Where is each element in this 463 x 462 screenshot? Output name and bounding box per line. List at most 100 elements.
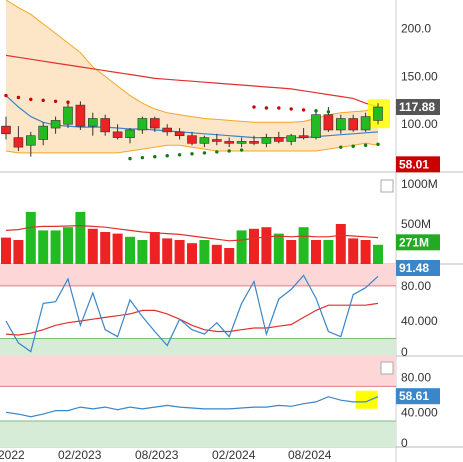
candle bbox=[261, 137, 272, 144]
sar-dot bbox=[41, 98, 45, 103]
price-tick-label: 200.0 bbox=[401, 22, 431, 36]
rsi-line bbox=[5, 396, 379, 418]
volume-bar bbox=[199, 240, 210, 264]
volume-bar bbox=[286, 240, 297, 264]
last-price-tag: 117.88 bbox=[399, 100, 435, 114]
candle bbox=[13, 137, 24, 148]
volume-bar bbox=[360, 240, 371, 264]
volume-bar bbox=[373, 244, 383, 264]
volume-bar bbox=[25, 212, 36, 264]
sar-dot bbox=[190, 152, 194, 156]
volume-bar bbox=[125, 236, 135, 264]
sar-dot bbox=[314, 109, 318, 113]
volume-bar bbox=[162, 238, 173, 264]
ema-line bbox=[5, 54, 379, 108]
x-tick-label: 02/2023 bbox=[58, 448, 102, 462]
candle bbox=[25, 135, 36, 146]
stochastic-d-line bbox=[5, 302, 379, 336]
volume-bar bbox=[211, 244, 222, 264]
sar-dot bbox=[363, 143, 368, 147]
rsi-tick-label: 0 bbox=[401, 436, 408, 450]
candle bbox=[311, 114, 321, 138]
sar-dot bbox=[165, 154, 169, 158]
volume-bar bbox=[187, 243, 197, 264]
volume-panel bbox=[1, 212, 383, 264]
x-tick-label: 08/2023 bbox=[135, 448, 179, 462]
candle bbox=[137, 118, 148, 131]
volume-bar bbox=[100, 232, 111, 264]
volume-bar bbox=[1, 237, 11, 264]
candle bbox=[286, 135, 297, 142]
rsi-highlight bbox=[355, 390, 378, 409]
sar-dot bbox=[53, 99, 58, 103]
price-tick-label: 150.00 bbox=[401, 69, 438, 83]
sar-dot bbox=[16, 95, 21, 100]
stochastic-tick-label: 80.00 bbox=[401, 279, 431, 293]
candle bbox=[174, 131, 185, 136]
x-tick-label: 08/2024 bbox=[288, 448, 332, 462]
candle bbox=[224, 141, 234, 144]
volume-bar bbox=[224, 248, 235, 264]
volume-bar bbox=[236, 230, 247, 264]
sar-dot bbox=[153, 155, 157, 159]
sar-dot bbox=[264, 106, 269, 110]
sar-dot bbox=[177, 153, 182, 157]
lower-band-tag-box bbox=[396, 156, 440, 173]
volume-bar bbox=[112, 233, 123, 264]
volume-bar bbox=[75, 212, 86, 264]
sar-dot bbox=[301, 108, 306, 112]
candle bbox=[75, 104, 86, 127]
candle bbox=[187, 135, 197, 144]
volume-bar bbox=[38, 230, 49, 264]
candle bbox=[162, 127, 172, 133]
volume-tick-label: 1000M bbox=[401, 177, 438, 191]
candle bbox=[212, 139, 222, 142]
value-tags: 117.88 58.01 271M 91.48 58.61 bbox=[396, 99, 440, 405]
rsi-settings-checkbox[interactable] bbox=[380, 361, 394, 375]
stochastic-overbought-zone bbox=[0, 264, 396, 286]
sar-dot bbox=[4, 93, 8, 98]
rsi-overbought-zone bbox=[0, 356, 396, 387]
volume-bar bbox=[149, 232, 160, 264]
candle bbox=[150, 118, 160, 129]
candle bbox=[199, 137, 210, 144]
sar-dot bbox=[66, 100, 70, 104]
volume-last-tag: 271M bbox=[399, 235, 429, 249]
volume-bar bbox=[87, 228, 98, 264]
sar-dot bbox=[128, 156, 132, 161]
sar-dot bbox=[277, 106, 281, 110]
price-panel bbox=[1, 0, 390, 161]
last-price-tag-box bbox=[396, 99, 440, 116]
candle bbox=[100, 118, 110, 133]
sar-dot bbox=[227, 149, 231, 153]
candle bbox=[112, 131, 123, 138]
stochastic-panel bbox=[0, 274, 396, 353]
rsi-tick-label: 80.00 bbox=[401, 371, 431, 385]
sar-dot bbox=[289, 107, 293, 111]
stochastic-tick-label: 0 bbox=[401, 345, 408, 359]
sar-dot bbox=[202, 151, 207, 155]
sar-dot bbox=[339, 145, 343, 149]
candle bbox=[323, 114, 334, 131]
bollinger-band-fill bbox=[6, 0, 378, 153]
axes: 200.0 150.00 100.00 1000M 500M 80.00 40.000 0 80… bbox=[0, 22, 438, 462]
sar-dot bbox=[326, 110, 331, 114]
candle bbox=[373, 106, 383, 121]
sar-dot bbox=[140, 155, 145, 160]
sar-dot bbox=[215, 150, 219, 154]
stochastic-tick-label: 40.000 bbox=[401, 314, 438, 328]
rsi-oversold-zone bbox=[0, 421, 396, 447]
volume-bar bbox=[174, 240, 185, 264]
volume-bar bbox=[273, 233, 284, 264]
volume-bar bbox=[249, 228, 259, 264]
price-tick-label: 100.00 bbox=[401, 117, 438, 131]
candle bbox=[63, 106, 73, 125]
volume-last-tag-box bbox=[396, 234, 440, 251]
volume-settings-checkbox[interactable] bbox=[380, 179, 394, 193]
rsi-last-tag-box bbox=[396, 388, 440, 405]
volume-bar bbox=[137, 240, 148, 264]
volume-bar bbox=[261, 227, 272, 264]
stochastic-k-line bbox=[5, 274, 379, 353]
candle bbox=[38, 125, 49, 140]
